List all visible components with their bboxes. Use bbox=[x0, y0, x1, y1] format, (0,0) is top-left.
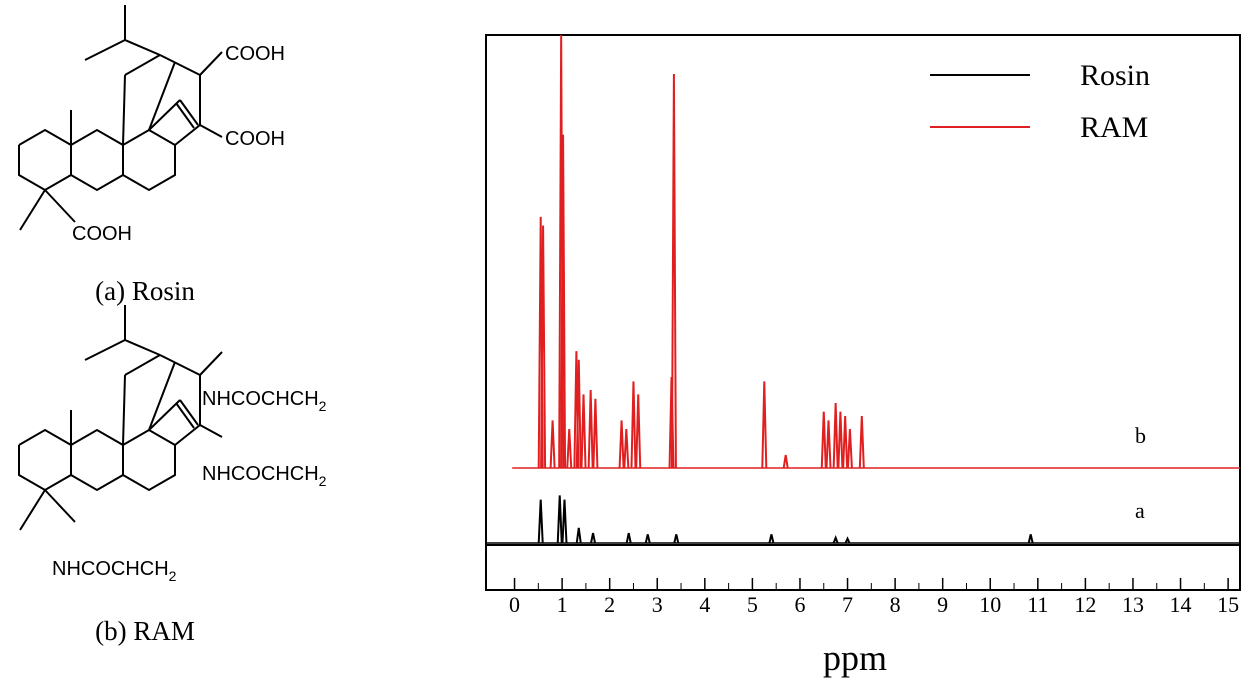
peak bbox=[556, 495, 563, 544]
peak bbox=[537, 499, 544, 544]
x-tick-label: 7 bbox=[842, 592, 853, 617]
peak bbox=[623, 428, 630, 469]
peak bbox=[832, 535, 839, 544]
peak bbox=[842, 416, 849, 469]
peak bbox=[630, 381, 637, 469]
subscript: 2 bbox=[319, 473, 327, 489]
peak bbox=[832, 403, 839, 469]
peak bbox=[560, 134, 567, 469]
peak bbox=[761, 381, 768, 469]
x-tick-label: 2 bbox=[604, 592, 615, 617]
x-tick-label: 9 bbox=[937, 592, 948, 617]
group-label: COOH bbox=[72, 223, 132, 245]
peak bbox=[820, 411, 827, 469]
x-tick-label: 10 bbox=[979, 592, 1001, 617]
peak bbox=[561, 499, 568, 544]
x-tick-label: 15 bbox=[1217, 592, 1239, 617]
x-tick-label: 1 bbox=[557, 592, 568, 617]
group-label: NHCOCHCH2 bbox=[202, 463, 327, 489]
curve-label: b bbox=[1135, 423, 1146, 448]
x-tick-label: 12 bbox=[1074, 592, 1096, 617]
x-tick-label: 13 bbox=[1122, 592, 1144, 617]
peak bbox=[580, 394, 587, 469]
peak bbox=[768, 534, 775, 544]
group-label: COOH bbox=[225, 128, 285, 150]
peak bbox=[846, 428, 853, 469]
peak bbox=[844, 536, 851, 544]
subscript: 2 bbox=[319, 398, 327, 414]
x-tick-label: 0 bbox=[509, 592, 520, 617]
peak bbox=[592, 398, 599, 469]
peak bbox=[590, 532, 597, 544]
peak bbox=[837, 411, 844, 469]
peak bbox=[858, 416, 865, 469]
peak bbox=[618, 420, 625, 469]
curve-label: a bbox=[1135, 498, 1145, 523]
peak bbox=[549, 420, 556, 469]
peak bbox=[644, 534, 651, 544]
group-text: NHCOCHCH bbox=[52, 558, 169, 580]
x-tick-label: 11 bbox=[1027, 592, 1048, 617]
skeleton bbox=[18, 5, 223, 231]
x-tick-label: 5 bbox=[747, 592, 758, 617]
caption: (a) Rosin bbox=[95, 276, 195, 306]
x-tick-label: 8 bbox=[890, 592, 901, 617]
group-text: NHCOCHCH bbox=[202, 388, 319, 410]
peak bbox=[575, 359, 582, 469]
x-tick-label: 14 bbox=[1170, 592, 1192, 617]
peak bbox=[587, 390, 594, 469]
subscript: 2 bbox=[169, 568, 177, 584]
group-text: NHCOCHCH bbox=[202, 463, 319, 485]
group-label: NHCOCHCH2 bbox=[202, 388, 327, 414]
group-label: COOH bbox=[225, 43, 285, 65]
x-tick-label: 6 bbox=[794, 592, 805, 617]
peak bbox=[1027, 534, 1034, 544]
plot-frame bbox=[485, 34, 1241, 591]
structure-rosin: COOH COOH COOH (a) Rosin bbox=[18, 5, 285, 306]
peak bbox=[635, 394, 642, 469]
peak bbox=[540, 225, 547, 469]
legend-label: RAM bbox=[1080, 111, 1148, 144]
x-tick-label: 3 bbox=[652, 592, 663, 617]
peak bbox=[673, 534, 680, 544]
structure-ram: NHCOCHCH2 NHCOCHCH2 NHCOCHCH2 (b) RAM bbox=[18, 304, 327, 646]
legend-label: Rosin bbox=[1080, 59, 1150, 92]
peak bbox=[625, 532, 632, 544]
peak bbox=[575, 527, 582, 544]
x-tick-label: 4 bbox=[699, 592, 710, 617]
group-label: NHCOCHCH2 bbox=[52, 558, 177, 584]
peak bbox=[782, 454, 789, 469]
caption: (b) RAM bbox=[95, 616, 195, 646]
peak bbox=[670, 73, 677, 469]
peak bbox=[825, 420, 832, 469]
x-axis-title: ppm bbox=[823, 638, 887, 678]
peak bbox=[566, 428, 573, 469]
